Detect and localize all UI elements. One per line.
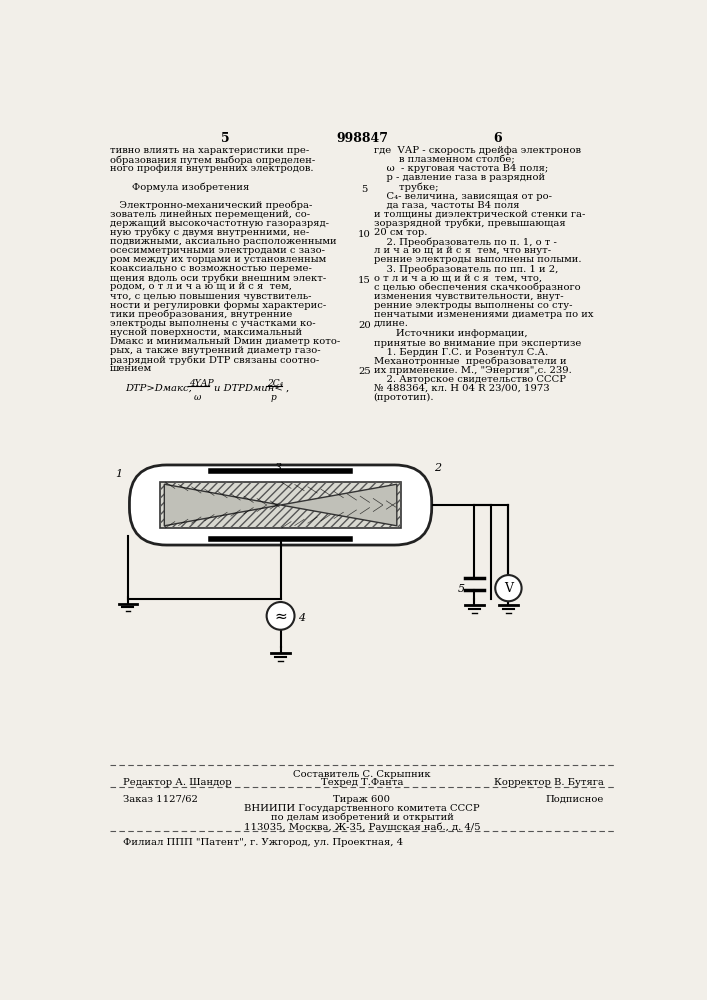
Text: Техред Т.Фанта: Техред Т.Фанта [321,778,403,787]
Text: Подписное: Подписное [545,795,604,804]
Text: ω  - круговая частота В4 поля;: ω - круговая частота В4 поля; [373,164,548,173]
Text: ,: , [285,384,288,393]
Text: C₄- величина, зависящая от ро-: C₄- величина, зависящая от ро- [373,192,551,201]
Bar [160,482,401,528]
Text: щения вдоль оси трубки внешним элект-: щения вдоль оси трубки внешним элект- [110,273,327,283]
Text: ω: ω [194,393,201,402]
Text: 998847: 998847 [336,132,388,145]
Text: и DТРDмин<: и DТРDмин< [214,384,283,393]
Text: родом, о т л и ч а ю щ и й с я  тем,: родом, о т л и ч а ю щ и й с я тем, [110,282,292,291]
Text: с целью обеспечения скачкообразного: с целью обеспечения скачкообразного [373,282,580,292]
Text: р - давление газа в разрядной: р - давление газа в разрядной [373,173,544,182]
Text: Редактор А. Шандор: Редактор А. Шандор [123,778,232,787]
Circle shape [495,575,522,601]
Text: Тираж 600: Тираж 600 [334,795,390,804]
Text: разрядной трубки DТР связаны соотно-: разрядной трубки DТР связаны соотно- [110,355,320,365]
Text: ≈: ≈ [274,608,287,623]
Text: тивно влиять на характеристики пре-: тивно влиять на характеристики пре- [110,146,310,155]
Text: 5: 5 [361,185,368,194]
Text: DТР>Dмакс,: DТР>Dмакс, [126,384,192,393]
Text: Филиал ППП "Патент", г. Ужгород, ул. Проектная, 4: Филиал ППП "Патент", г. Ужгород, ул. Про… [123,838,404,847]
Text: где  VАР - скорость дрейфа электронов: где VАР - скорость дрейфа электронов [373,146,580,155]
Text: Электронно-механический преобра-: Электронно-механический преобра- [110,201,312,210]
Text: рых, а также внутренний диаметр газо-: рых, а также внутренний диаметр газо- [110,346,321,355]
Text: пенчатыми изменениями диаметра по их: пенчатыми изменениями диаметра по их [373,310,593,319]
Text: осесимметричными электродами с зазо-: осесимметричными электродами с зазо- [110,246,325,255]
Text: трубке;: трубке; [373,183,438,192]
Text: ного профиля внутренних электродов.: ного профиля внутренних электродов. [110,164,314,173]
Text: тики преобразования, внутренние: тики преобразования, внутренние [110,310,293,319]
FancyBboxPatch shape [129,465,432,545]
Text: p: p [271,393,276,402]
Text: 20 см тор.: 20 см тор. [373,228,427,237]
Text: 1: 1 [115,469,122,479]
Text: 113035, Москва, Ж-35, Раушская наб., д. 4/5: 113035, Москва, Ж-35, Раушская наб., д. … [244,822,480,832]
Text: 3. Преобразователь по пп. 1 и 2,: 3. Преобразователь по пп. 1 и 2, [373,264,558,274]
Text: да газа, частоты В4 поля: да газа, частоты В4 поля [373,201,519,210]
Text: V: V [504,582,513,595]
Text: л и ч а ю щ и й с я  тем, что внут-: л и ч а ю щ и й с я тем, что внут- [373,246,551,255]
Text: о т л и ч а ю щ и й с я  тем, что,: о т л и ч а ю щ и й с я тем, что, [373,273,542,282]
Text: 1. Бердин Г.С. и Розентул С.А.: 1. Бердин Г.С. и Розентул С.А. [373,348,548,357]
Text: 15: 15 [358,276,370,285]
Text: и толщины диэлектрической стенки га-: и толщины диэлектрической стенки га- [373,210,585,219]
Text: нусной поверхности, максимальный: нусной поверхности, максимальный [110,328,302,337]
Text: (прототип).: (прототип). [373,393,434,402]
Text: 6: 6 [493,132,502,145]
Text: Dмакс и минимальный Dмин диаметр кото-: Dмакс и минимальный Dмин диаметр кото- [110,337,340,346]
Text: Источники информации,: Источники информации, [373,329,527,338]
Polygon shape [281,484,397,526]
Text: держащий высокочастотную газоразряд-: держащий высокочастотную газоразряд- [110,219,329,228]
Text: 2: 2 [434,463,441,473]
Text: Механотронные  преобразователи и: Механотронные преобразователи и [373,357,566,366]
Text: ности и регулировки формы характерис-: ности и регулировки формы характерис- [110,301,327,310]
Circle shape [267,602,295,630]
Text: ром между их торцами и установленным: ром между их торцами и установленным [110,255,327,264]
Text: что, с целью повышения чувствитель-: что, с целью повышения чувствитель- [110,292,312,301]
Text: 5: 5 [457,584,464,594]
Text: № 488364, кл. Н 04 R 23/00, 1973: № 488364, кл. Н 04 R 23/00, 1973 [373,384,549,393]
Text: электроды выполнены с участками ко-: электроды выполнены с участками ко- [110,319,316,328]
Text: в плазменном столбе;: в плазменном столбе; [373,155,514,164]
Text: Составитель С. Скрыпник: Составитель С. Скрыпник [293,770,431,779]
Text: 25: 25 [358,367,370,376]
Text: зоразрядной трубки, превышающая: зоразрядной трубки, превышающая [373,219,565,228]
Text: ренние электроды выполнены полыми.: ренние электроды выполнены полыми. [373,255,581,264]
Text: 2C₄: 2C₄ [267,379,283,388]
Text: Заказ 1127/62: Заказ 1127/62 [123,795,198,804]
Text: 5: 5 [221,132,230,145]
Text: принятые во внимание при экспертизе: принятые во внимание при экспертизе [373,339,581,348]
Text: по делам изобретений и открытий: по делам изобретений и открытий [271,813,453,822]
Text: Формула изобретения: Формула изобретения [110,183,250,192]
Text: 4: 4 [298,613,305,623]
Text: подвижными, аксиально расположенными: подвижными, аксиально расположенными [110,237,337,246]
Polygon shape [164,484,281,526]
Text: ВНИИПИ Государственного комитета СССР: ВНИИПИ Государственного комитета СССР [244,804,480,813]
Text: коаксиально с возможностью переме-: коаксиально с возможностью переме- [110,264,312,273]
Text: 2. Авторское свидетельство СССР: 2. Авторское свидетельство СССР [373,375,566,384]
Text: 2. Преобразователь по п. 1, о т -: 2. Преобразователь по п. 1, о т - [373,237,556,247]
Text: зователь линейных перемещений, со-: зователь линейных перемещений, со- [110,210,310,219]
Text: ную трубку с двумя внутренними, не-: ную трубку с двумя внутренними, не- [110,228,310,237]
Text: 3: 3 [274,463,281,473]
Text: шением: шением [110,364,152,373]
Text: образования путем выбора определен-: образования путем выбора определен- [110,155,315,165]
Text: 10: 10 [358,230,370,239]
Bar [160,482,401,528]
Text: изменения чувствительности, внут-: изменения чувствительности, внут- [373,292,563,301]
Text: ренние электроды выполнены со сту-: ренние электроды выполнены со сту- [373,301,572,310]
Text: их применение. М., "Энергия",с. 239.: их применение. М., "Энергия",с. 239. [373,366,571,375]
Text: 20: 20 [358,321,370,330]
Text: длине.: длине. [373,319,409,328]
Text: 4YАР: 4YАР [189,379,214,388]
Text: Корректор В. Бутяга: Корректор В. Бутяга [494,778,604,787]
